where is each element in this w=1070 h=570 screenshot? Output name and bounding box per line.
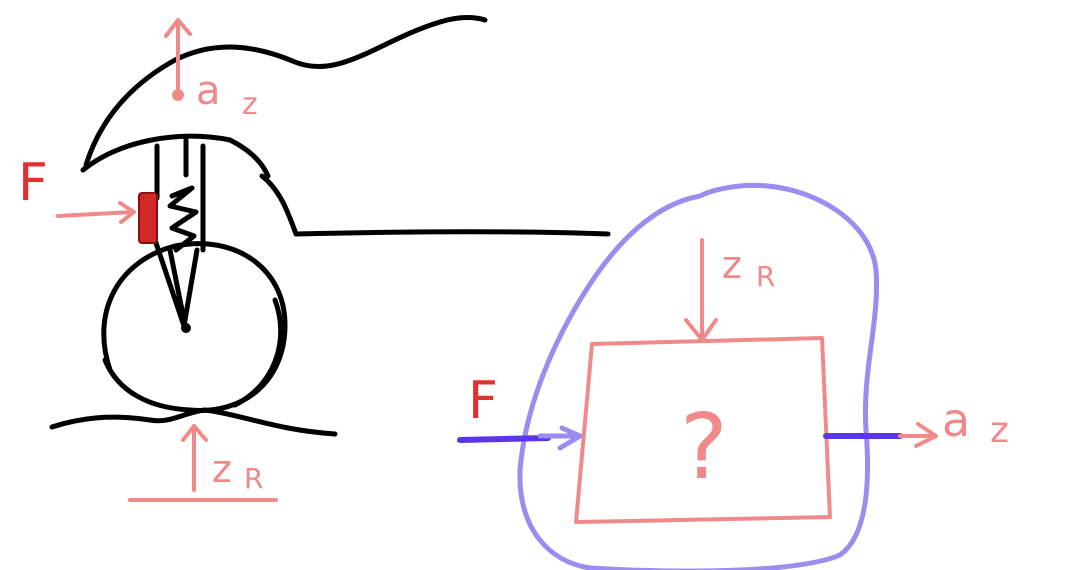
road-input-label: z (212, 447, 232, 491)
road-input-subscript-right: R (756, 260, 775, 293)
road-input-label-right: z (722, 243, 742, 287)
body-accel-subscript: z (242, 87, 258, 122)
car-body-roofline (83, 15, 488, 168)
output-label: a (942, 393, 970, 447)
body-accel-arrow (164, 18, 192, 97)
black-box-diagram: ? z R F a z (457, 182, 1009, 570)
road-input-subscript: R (244, 462, 263, 495)
body-accel-label: a (196, 68, 221, 114)
system-boundary (517, 182, 880, 570)
actuator (138, 192, 158, 244)
road-input-arrow (181, 424, 208, 492)
wheel-arch (80, 133, 271, 179)
input-force-arrow (457, 435, 551, 443)
output-subscript: z (990, 410, 1009, 451)
unknown-symbol: ? (680, 395, 728, 500)
control-arm (152, 237, 200, 333)
body-accel-point (172, 89, 184, 101)
quarter-car-sketch: F a z z R (18, 15, 611, 502)
input-force-label: F (468, 371, 498, 431)
wheel (101, 241, 288, 413)
wheel-rim-stroke (232, 297, 284, 408)
wheel-hub (181, 323, 191, 333)
body-sill (259, 173, 611, 237)
input-force-arrowhead (537, 425, 583, 451)
force-arrow (56, 201, 136, 224)
unknown-system-box (574, 336, 832, 524)
road-input-arrow-right (684, 238, 718, 342)
spring (167, 185, 199, 253)
output-arrowhead (898, 422, 938, 448)
road-surface (49, 407, 338, 437)
force-label: F (18, 153, 48, 213)
